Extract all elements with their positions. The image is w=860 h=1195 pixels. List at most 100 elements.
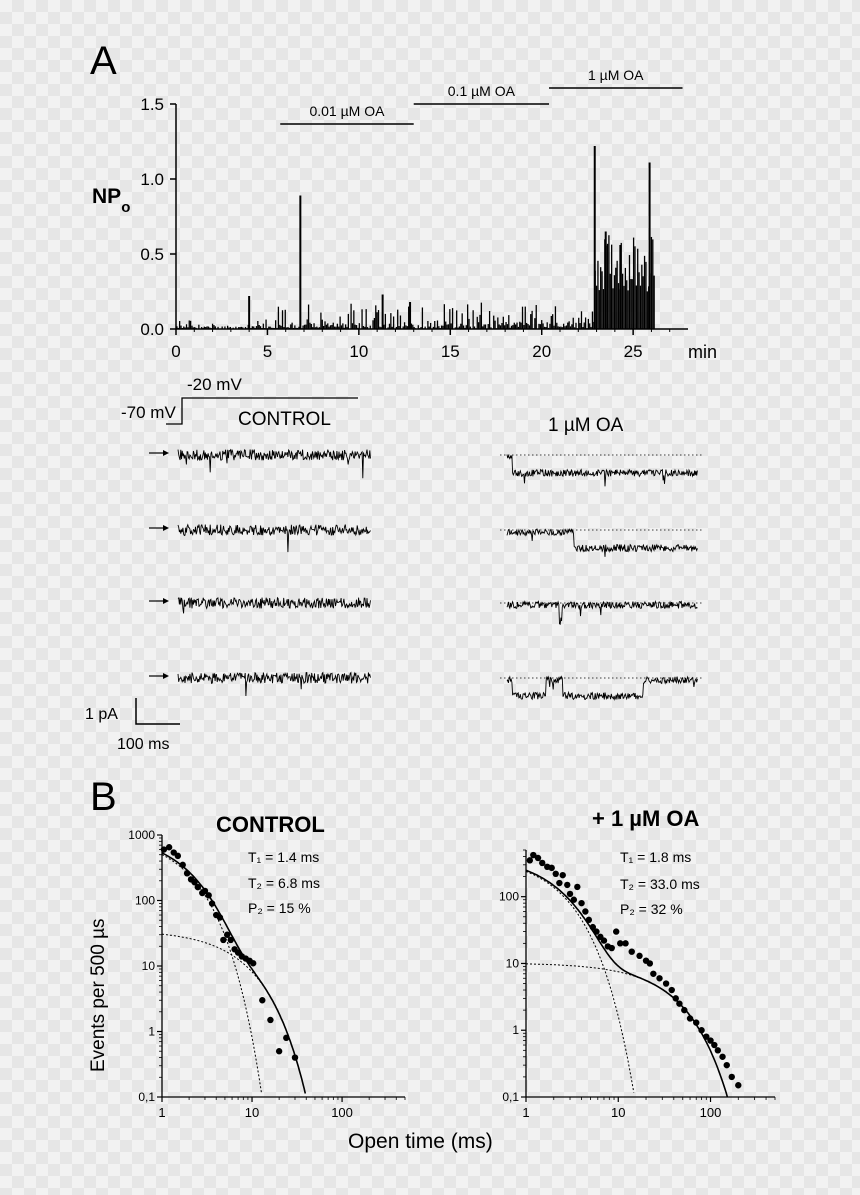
hist-xtick-label: 100: [331, 1105, 353, 1120]
control-trace: [177, 523, 371, 553]
scale-current-label: 1 pA: [85, 706, 118, 723]
control-trace: [177, 596, 371, 614]
histogram-point: [650, 970, 657, 977]
histogram-point: [656, 975, 663, 982]
npo-xtick-label: 15: [441, 342, 460, 361]
histogram-point: [174, 852, 182, 860]
histogram-point: [566, 890, 574, 898]
histogram-point: [608, 944, 615, 952]
histogram-point: [672, 995, 679, 1002]
histogram-point: [593, 928, 600, 935]
npo-chart: 0.0 0.5 1.0 1.5 0 5 10 15 20 25 NPo min 0.01 µM …: [92, 67, 717, 362]
control-t1: T₁ = 1.4 ms: [248, 849, 319, 865]
control-label: CONTROL: [238, 409, 331, 430]
histogram-point: [646, 960, 654, 967]
histogram-point: [227, 936, 234, 944]
baseline-arrow-head: [163, 450, 169, 456]
treatment-label: 0.1 µM OA: [448, 83, 516, 99]
histogram-point: [183, 870, 191, 877]
hist-ytick-label: 0,1: [502, 1090, 519, 1104]
hist-ytick-label: 100: [135, 894, 155, 908]
oa-label: 1 µM OA: [548, 415, 624, 436]
fast-component-curve: [161, 854, 262, 1093]
histogram-point: [526, 857, 534, 864]
hist-xlabel: Open time (ms): [348, 1130, 493, 1153]
npo-xtick-label: 0: [171, 342, 180, 361]
oa-trace: [506, 528, 698, 557]
histogram-point: [719, 1053, 726, 1060]
histogram-point: [686, 1015, 694, 1022]
npo-ylabel: NPo: [92, 185, 130, 216]
histogram-point: [585, 916, 593, 924]
histogram-point: [179, 861, 186, 869]
hist-ytick-label: 10: [142, 959, 156, 973]
oa-t1: T₁ = 1.8 ms: [620, 849, 691, 865]
histogram-point: [600, 937, 608, 944]
histogram-point: [570, 896, 578, 903]
histogram-point: [714, 1047, 722, 1054]
histogram-point: [613, 928, 620, 935]
oa-trace: [506, 454, 698, 487]
npo-ytick-label: 0.5: [140, 245, 164, 264]
scale-bar-lines: [135, 698, 180, 725]
histogram-point: [628, 948, 635, 955]
histogram-point: [539, 859, 546, 867]
hist-ytick-label: 1: [148, 1025, 155, 1039]
histogram-point: [574, 883, 581, 891]
histogram-point: [275, 1048, 283, 1055]
histogram-point: [582, 908, 589, 915]
histogram-point: [191, 879, 198, 886]
npo-xtick-label: 25: [624, 342, 643, 361]
hist-ytick-label: 0,1: [138, 1090, 155, 1104]
baseline-arrow-head: [163, 525, 169, 531]
histogram-point: [668, 986, 675, 994]
oa-t2: T₂ = 33.0 ms: [620, 876, 700, 892]
histogram-point: [291, 1054, 299, 1061]
histogram-point: [552, 870, 559, 878]
oa-trace: [506, 600, 698, 626]
histogram-point: [208, 900, 216, 907]
treatment-label: 1 µM OA: [588, 67, 644, 83]
histogram-point: [283, 1034, 290, 1042]
slow-component-curve: [526, 963, 728, 1097]
histogram-point: [220, 936, 227, 944]
npo-xtick-label: 5: [263, 342, 272, 361]
histogram-point: [636, 952, 643, 960]
holding-voltage-label: -70 mV: [121, 403, 176, 422]
histogram-point: [711, 1041, 718, 1049]
hist-ylabel: Events per 500 µs: [88, 918, 109, 1072]
histogram-point: [201, 887, 209, 895]
histogram-point: [224, 931, 231, 938]
hist-xtick-label: 100: [700, 1105, 722, 1120]
treatment-bars: 0.01 µM OA 0.1 µM OA 1 µM OA: [280, 67, 683, 125]
panel-b-letter: B: [90, 775, 117, 819]
histogram-point: [622, 940, 629, 947]
npo-bars: [176, 146, 655, 329]
histogram-point: [698, 1027, 705, 1034]
histogram-point: [530, 851, 537, 859]
control-trace: [177, 448, 371, 479]
histogram-point: [728, 1073, 735, 1081]
scale-time-label: 100 ms: [117, 736, 169, 753]
slow-component-curve: [161, 933, 306, 1094]
histogram-point: [681, 1006, 688, 1014]
single-channel-traces: [149, 448, 704, 701]
hist-ytick-label: 1000: [128, 828, 155, 842]
npo-xtick-label: 20: [532, 342, 551, 361]
histogram-point: [735, 1082, 742, 1089]
histogram-point: [564, 881, 571, 889]
control-p2: P₂ = 15 %: [248, 900, 311, 916]
baseline-arrow-head: [163, 598, 169, 604]
histogram-point: [205, 892, 212, 899]
protocol-line: [166, 397, 358, 425]
baseline-arrow-head: [163, 673, 169, 679]
histogram-point: [676, 1000, 683, 1007]
control-t2: T₂ = 6.8 ms: [248, 875, 320, 891]
control-trace: [177, 671, 371, 697]
histogram-point: [216, 914, 224, 921]
histogram-point: [267, 1016, 274, 1024]
treatment-label: 0.01 µM OA: [309, 103, 385, 119]
